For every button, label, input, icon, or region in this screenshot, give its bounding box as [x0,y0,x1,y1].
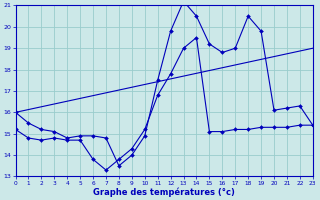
X-axis label: Graphe des températures (°c): Graphe des températures (°c) [93,187,235,197]
